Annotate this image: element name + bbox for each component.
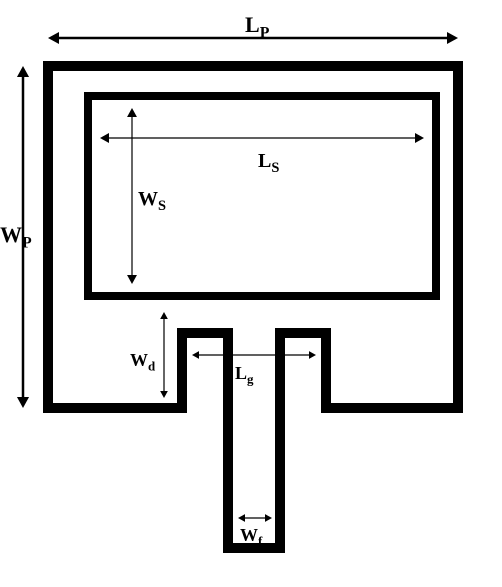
label-Wd: Wd bbox=[130, 350, 155, 375]
label-Lg: Lg bbox=[235, 363, 254, 388]
arrow-Wf bbox=[0, 0, 502, 587]
label-Wf: Wf bbox=[240, 525, 262, 550]
label-Wp: WP bbox=[0, 222, 32, 252]
label-Lp: LP bbox=[245, 12, 269, 42]
label-Ws: WS bbox=[138, 188, 166, 215]
label-Ls: LS bbox=[258, 150, 279, 177]
